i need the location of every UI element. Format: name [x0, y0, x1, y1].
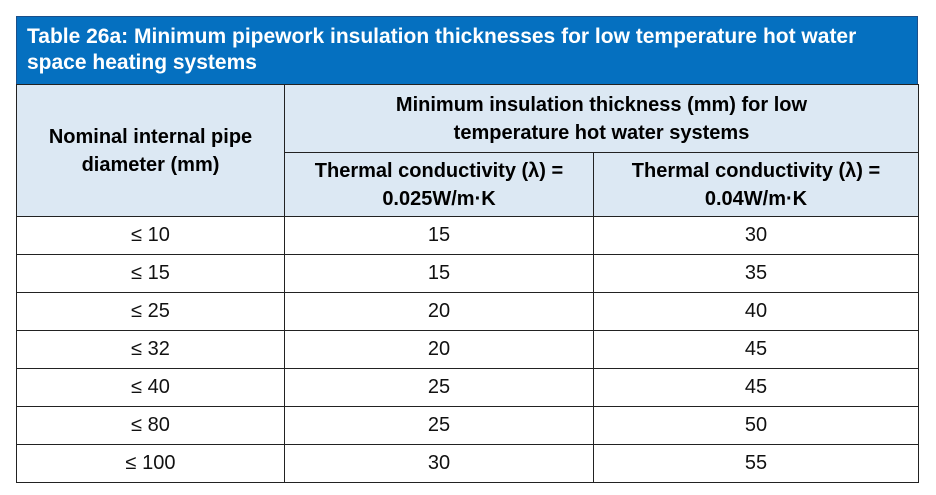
table-row: ≤ 32 20 45	[16, 330, 919, 369]
cell-diameter: ≤ 10	[16, 216, 285, 255]
header-conductivity-004: Thermal conductivity (λ) = 0.04W/m·K	[593, 152, 919, 217]
cell-thickness-004: 30	[593, 216, 919, 255]
cell-diameter: ≤ 32	[16, 330, 285, 369]
header-insulation-group: Minimum insulation thickness (mm) for lo…	[284, 84, 919, 153]
cell-thickness-0025: 30	[284, 444, 594, 483]
cell-thickness-0025: 25	[284, 368, 594, 407]
cell-diameter: ≤ 25	[16, 292, 285, 331]
cell-thickness-0025: 25	[284, 406, 594, 445]
table-row: ≤ 10 15 30	[16, 216, 919, 255]
cell-thickness-004: 35	[593, 254, 919, 293]
insulation-table-container: Table 26a: Minimum pipework insulation t…	[16, 16, 919, 484]
cell-thickness-004: 45	[593, 368, 919, 407]
cell-thickness-0025: 15	[284, 216, 594, 255]
table-row: ≤ 25 20 40	[16, 292, 919, 331]
table-title: Table 26a: Minimum pipework insulation t…	[16, 16, 918, 84]
cell-thickness-0025: 20	[284, 292, 594, 331]
cell-diameter: ≤ 40	[16, 368, 285, 407]
cell-thickness-0025: 20	[284, 330, 594, 369]
insulation-table: Nominal internal pipe diameter (mm) Mini…	[16, 84, 919, 483]
table-row: ≤ 15 15 35	[16, 254, 919, 293]
table-row: ≤ 80 25 50	[16, 406, 919, 445]
cell-diameter: ≤ 100	[16, 444, 285, 483]
cell-diameter: ≤ 15	[16, 254, 285, 293]
cell-thickness-0025: 15	[284, 254, 594, 293]
cell-thickness-004: 50	[593, 406, 919, 445]
cell-thickness-004: 45	[593, 330, 919, 369]
table-row: ≤ 40 25 45	[16, 368, 919, 407]
table-row: ≤ 100 30 55	[16, 444, 919, 483]
header-pipe-diameter: Nominal internal pipe diameter (mm)	[16, 84, 285, 217]
cell-thickness-004: 55	[593, 444, 919, 483]
header-conductivity-0025: Thermal conductivity (λ) = 0.025W/m·K	[284, 152, 594, 217]
cell-thickness-004: 40	[593, 292, 919, 331]
cell-diameter: ≤ 80	[16, 406, 285, 445]
